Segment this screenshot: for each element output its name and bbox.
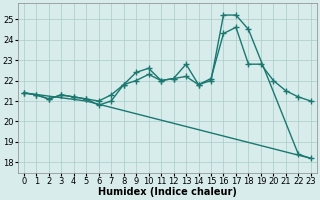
X-axis label: Humidex (Indice chaleur): Humidex (Indice chaleur): [98, 187, 237, 197]
